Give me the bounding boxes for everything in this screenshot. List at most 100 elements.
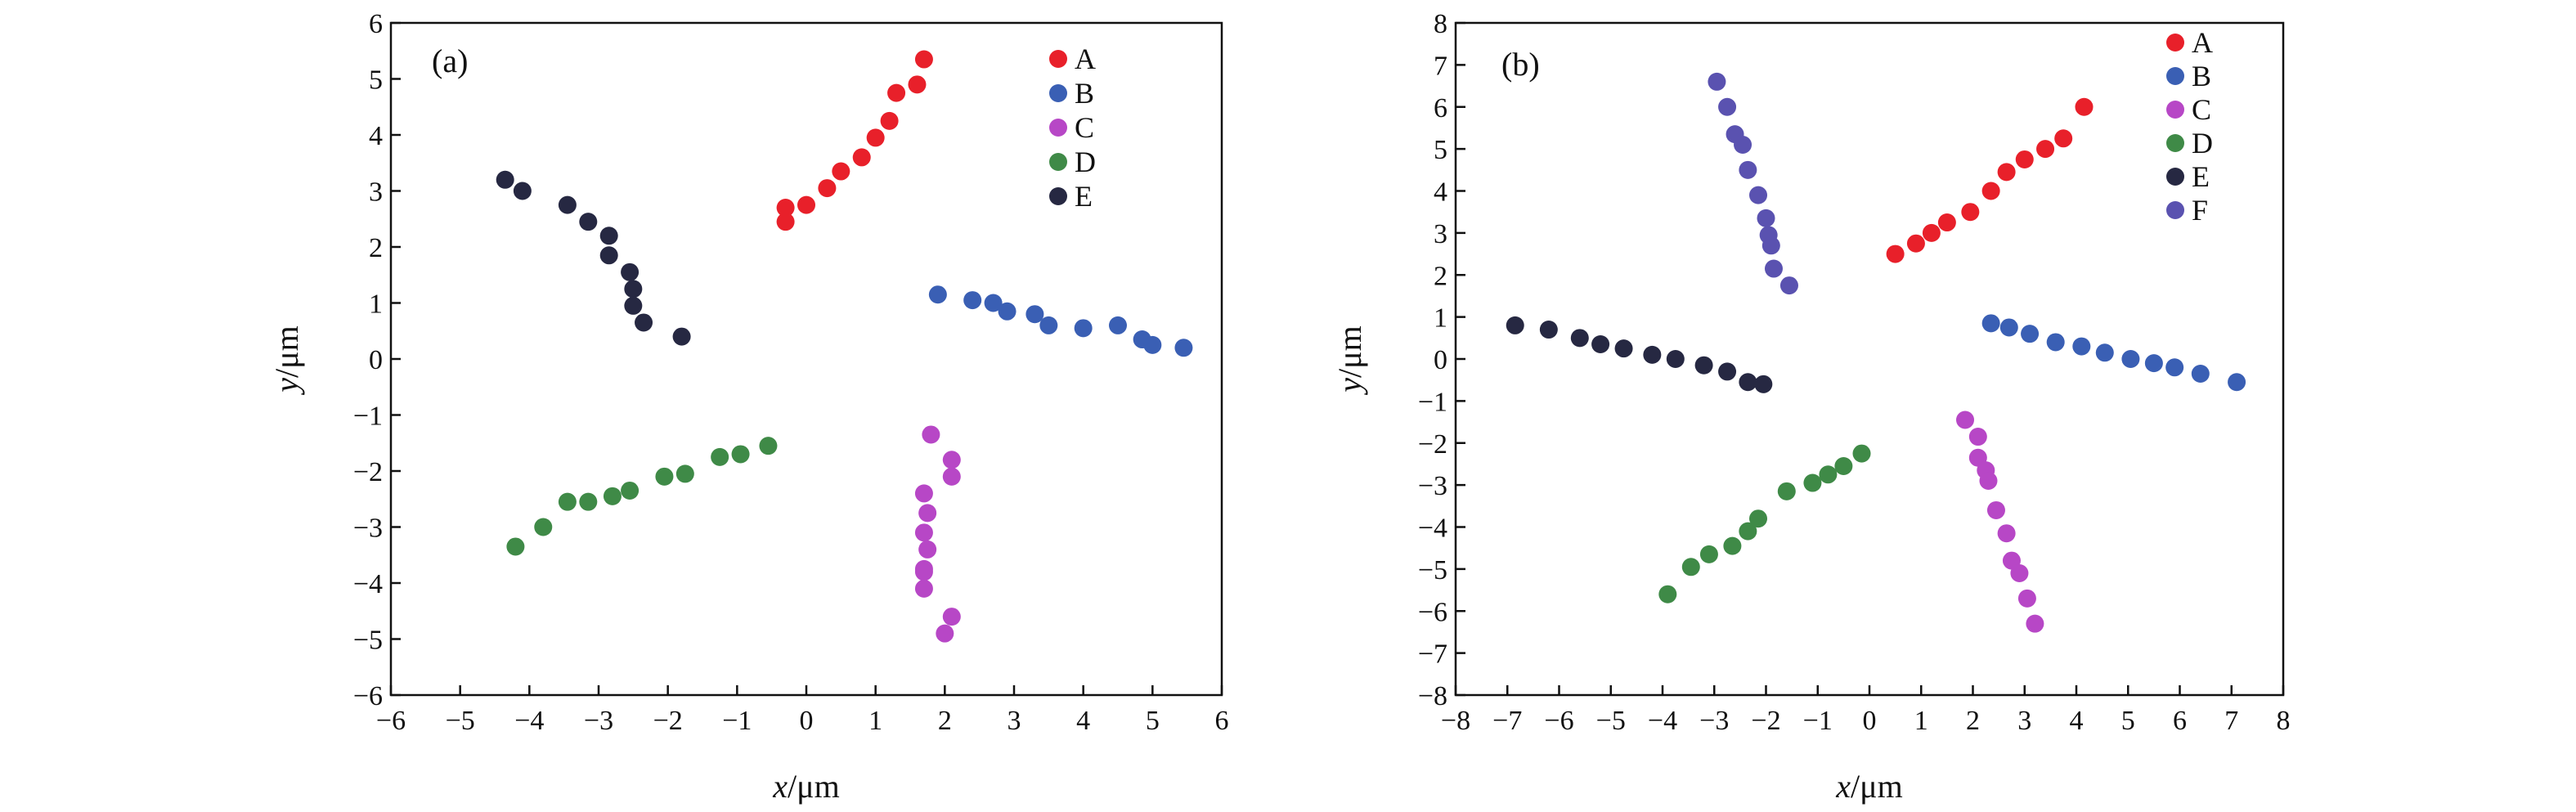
series-b-point — [928, 285, 947, 304]
series-c-point — [2010, 564, 2029, 583]
series-a-point — [887, 83, 906, 102]
series-e-point — [635, 313, 653, 332]
series-d-point — [1658, 585, 1677, 603]
y-tick-label: 2 — [1434, 261, 1447, 291]
x-tick-label: 5 — [2121, 706, 2135, 736]
series-e-point — [599, 246, 618, 265]
series-b-point — [2046, 333, 2065, 352]
series-d-point — [1852, 444, 1871, 463]
x-tick-label: −1 — [722, 706, 752, 736]
series-d-point — [711, 447, 729, 466]
series-d-point — [1699, 545, 1718, 563]
series-f-point — [1718, 97, 1737, 116]
panel-b: −8 −7 −6 −5 −4 −3 −2 −1 0 1 2 3 4 5 6 7 8−8−7−6−5−4−3−2−… — [1331, 9, 2291, 805]
series-d-point — [1739, 522, 1757, 541]
series-b-point — [2121, 350, 2140, 368]
series-b-point — [2072, 337, 2091, 356]
series-a-point — [832, 162, 850, 181]
series-a-point — [1937, 213, 1956, 232]
series-a-point — [1886, 244, 1905, 263]
series-e-point — [1539, 321, 1558, 339]
panel-b-y-axis-label: y/μm — [1331, 325, 1368, 395]
series-b-point — [2191, 364, 2210, 383]
y-tick-label: 5 — [369, 65, 383, 96]
series-b-point — [1074, 319, 1093, 338]
series-a-point — [1961, 203, 1980, 222]
y-tick-label: 6 — [1434, 93, 1447, 123]
series-b-point — [2144, 354, 2163, 373]
series-a-point — [1922, 223, 1941, 242]
series-f-point — [1761, 236, 1780, 255]
series-e-point — [513, 182, 532, 200]
x-tick-label: −2 — [653, 706, 683, 736]
legend-marker-d — [2166, 134, 2184, 152]
series-c-point — [936, 624, 954, 643]
series-b-point — [1999, 318, 2018, 337]
series-d-point — [1819, 465, 1838, 484]
x-tick-label: −3 — [1699, 706, 1729, 736]
y-tick-label: −7 — [1418, 639, 1447, 670]
series-f-point — [1749, 186, 1768, 204]
series-b-point — [998, 302, 1016, 321]
series-e-point — [1591, 335, 1610, 354]
series-a-point — [2036, 140, 2055, 159]
y-tick-label: 8 — [1434, 9, 1447, 39]
y-tick-label: −6 — [1418, 597, 1447, 627]
series-c-point — [914, 579, 933, 598]
series-a-point — [1906, 234, 1925, 253]
series-d-point — [1777, 482, 1796, 500]
y-tick-label: 4 — [1434, 177, 1447, 208]
series-d-point — [759, 437, 778, 455]
legend-marker-e — [2166, 168, 2184, 186]
series-c-point — [1979, 471, 1998, 490]
series-b-point — [1039, 316, 1058, 334]
series-e-point — [579, 213, 598, 231]
series-e-point — [599, 227, 618, 245]
legend-label-f: F — [2192, 194, 2208, 227]
series-d-point — [558, 492, 577, 511]
series-b-point — [1025, 305, 1044, 324]
series-f-point — [1739, 160, 1757, 179]
y-tick-label: 4 — [369, 121, 383, 151]
panel-a-x-axis-label: x/μm — [772, 768, 839, 805]
x-tick-label: 6 — [2173, 706, 2187, 736]
y-tick-label: −4 — [1418, 514, 1447, 544]
series-d-point — [603, 487, 622, 505]
x-tick-label: 2 — [938, 706, 952, 736]
series-e-point — [558, 195, 577, 214]
series-b-point — [2165, 358, 2184, 377]
series-e-point — [624, 296, 643, 315]
x-tick-label: −4 — [514, 706, 544, 736]
series-a-point — [1997, 163, 2016, 182]
panel-a-label: (a) — [432, 43, 468, 79]
y-tick-label: −2 — [353, 457, 383, 487]
series-c-point — [2017, 589, 2036, 608]
y-tick-label: −1 — [353, 402, 383, 432]
series-b-point — [2021, 325, 2040, 343]
legend-label-a: A — [2192, 26, 2213, 59]
series-e-point — [1694, 356, 1713, 375]
y-tick-label: −5 — [353, 626, 383, 656]
legend-label-d: D — [2192, 127, 2213, 159]
x-tick-label: −7 — [1492, 706, 1522, 736]
legend-marker-d — [1049, 153, 1067, 171]
x-tick-label: −4 — [1648, 706, 1677, 736]
series-d-point — [731, 445, 750, 464]
x-tick-label: −1 — [1803, 706, 1833, 736]
legend-label-c: C — [1075, 111, 1094, 144]
x-tick-label: 1 — [1914, 706, 1928, 736]
x-tick-label: 1 — [868, 706, 882, 736]
series-d-point — [1749, 509, 1768, 528]
y-tick-label: −3 — [353, 514, 383, 544]
series-d-point — [579, 492, 598, 511]
series-b-point — [1174, 339, 1193, 357]
legend-marker-e — [1049, 187, 1067, 205]
series-c-point — [914, 484, 933, 503]
legend-marker-b — [1049, 84, 1067, 102]
series-a-point — [908, 75, 927, 94]
series-e-point — [1614, 339, 1633, 358]
